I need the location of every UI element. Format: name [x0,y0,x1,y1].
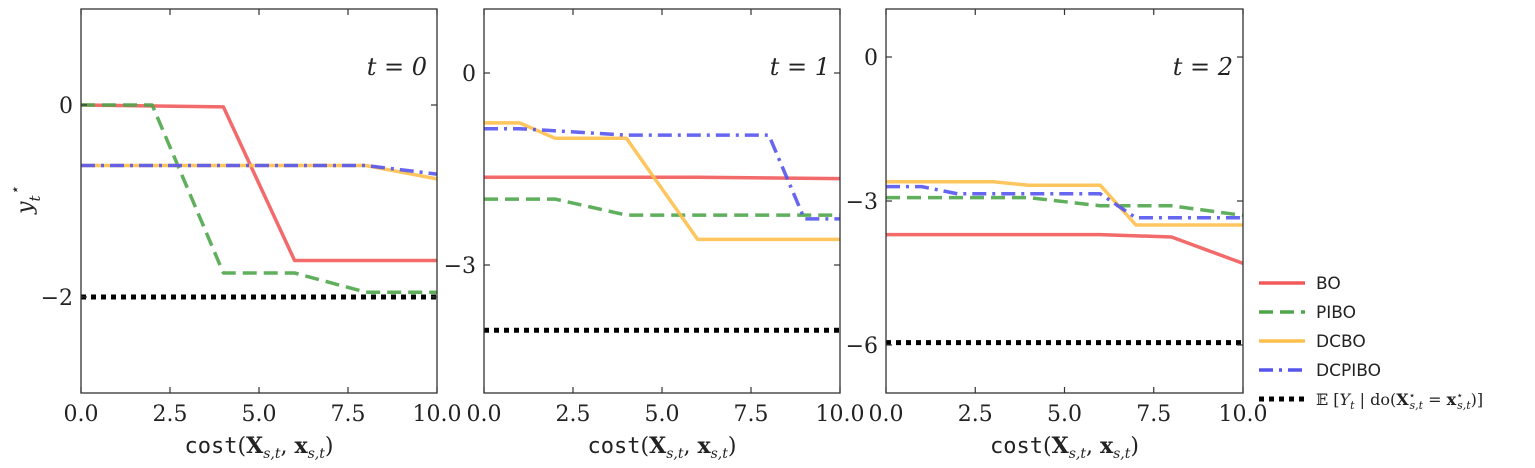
series-line-pibo [484,197,840,217]
panel-3: 0.0 2.5 5.0 7.5 10.0 0 −3 −6 t = 2 cost(Xs,t, xs,… [846,8,1268,462]
legend-label: DCPIBO [1316,361,1381,381]
series-line-dcpibo [886,184,1243,220]
x-axis-label: cost(Xs,t, xs,t) [588,433,737,462]
legend-label: BO [1316,274,1341,294]
y-tick-label: −3 [444,254,476,279]
x-axis-label: cost(Xs,t, xs,t) [990,433,1139,462]
x-tick-label: 0.0 [467,402,502,427]
time-annotation: t = 1 [770,53,830,81]
series-line-pibo [886,195,1243,218]
x-tick-label: 0.0 [869,402,904,427]
x-tick-label: 2.5 [556,402,591,427]
legend: BO PIBO DCBO DCPIBO 𝔼 [Yt | do(X⋆ s,t = x⋆ s,t… [1259,274,1483,412]
y-tick-label: 0 [462,62,476,87]
x-axis-label: cost(Xs,t, xs,t) [185,433,334,462]
legend-item-bo: BO [1259,274,1341,294]
x-tick-label: 10.0 [413,402,462,427]
legend-label: PIBO [1316,303,1356,323]
y-tick-label: −6 [846,334,878,359]
legend-item-dcbo: DCBO [1259,332,1366,352]
x-tick-label: 0.0 [64,402,99,427]
y-axis-label: yt⋆ [6,186,44,215]
legend-label: DCBO [1316,332,1366,352]
series-line-bo [484,175,840,181]
y-tick-label: 0 [59,94,73,119]
panel-1: 0.0 2.5 5.0 7.5 10.0 0 −2 t = 0 cost(Xs,t, xs,t) [41,8,462,462]
series-line-dcbo [484,121,840,242]
y-tick-label: −3 [846,190,878,215]
y-tick-label: −2 [41,286,73,311]
x-tick-label: 2.5 [153,402,188,427]
x-tick-label: 10.0 [816,402,865,427]
panel-2: 0.0 2.5 5.0 7.5 10.0 0 −3 t = 1 cost(Xs,t, xs,t) [444,8,865,462]
series-line-pibo [81,103,437,294]
time-annotation: t = 2 [1173,53,1233,81]
x-tick-label: 5.0 [1047,402,1082,427]
series-line-dcpibo [484,126,840,221]
x-tick-label: 2.5 [958,402,993,427]
y-tick-label: 0 [864,46,878,71]
series-line-bo [81,103,437,263]
legend-item-dcpibo: DCPIBO [1259,361,1381,381]
series-line-dcpibo [81,163,437,176]
time-annotation: t = 0 [367,53,427,81]
legend-item-opt: 𝔼 [Yt | do(X⋆ s,t = x⋆ s,t)] [1259,389,1483,412]
legend-label: 𝔼 [Yt | do(X⋆ s,t = x⋆ s,t)] [1316,389,1483,412]
x-tick-label: 5.0 [242,402,277,427]
x-tick-label: 10.0 [1219,402,1268,427]
series-line-bo [886,232,1243,266]
x-tick-label: 7.5 [734,402,769,427]
x-tick-label: 7.5 [331,402,366,427]
legend-item-pibo: PIBO [1259,303,1356,323]
series-line-dcbo [886,180,1243,227]
x-tick-label: 5.0 [645,402,680,427]
x-tick-label: 7.5 [1136,402,1171,427]
